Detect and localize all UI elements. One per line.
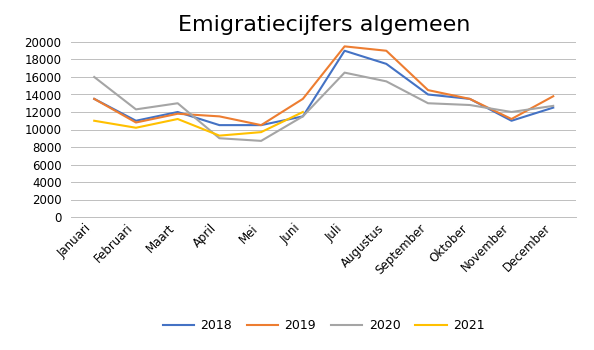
2018 (466, 97, 473, 101)
2020 (425, 101, 432, 105)
2020 (383, 79, 390, 84)
2020 (216, 136, 223, 140)
2018 (383, 62, 390, 66)
2018 (174, 110, 181, 114)
2020 (466, 103, 473, 107)
2021 (174, 117, 181, 121)
2019 (549, 94, 557, 98)
2018 (341, 49, 348, 53)
2020 (508, 110, 515, 114)
Title: Emigratiecijfers algemeen: Emigratiecijfers algemeen (178, 15, 470, 35)
Line: 2019: 2019 (94, 46, 553, 125)
2019 (91, 97, 98, 101)
2019 (341, 44, 348, 48)
2018 (299, 114, 307, 118)
2019 (466, 97, 473, 101)
2021 (299, 110, 307, 114)
2021 (216, 133, 223, 138)
2019 (132, 120, 140, 125)
2019 (258, 123, 265, 127)
2019 (299, 97, 307, 101)
2019 (216, 114, 223, 118)
2021 (258, 130, 265, 134)
Line: 2018: 2018 (94, 51, 553, 125)
2020 (132, 107, 140, 111)
Line: 2021: 2021 (94, 112, 303, 135)
2021 (91, 119, 98, 123)
2018 (258, 123, 265, 127)
2018 (91, 97, 98, 101)
2020 (91, 75, 98, 79)
2018 (549, 106, 557, 110)
2018 (508, 119, 515, 123)
2020 (341, 71, 348, 75)
2020 (299, 114, 307, 118)
2018 (216, 123, 223, 127)
2018 (425, 92, 432, 97)
2019 (425, 88, 432, 92)
Line: 2020: 2020 (94, 73, 553, 141)
2020 (549, 104, 557, 108)
2020 (258, 139, 265, 143)
2019 (174, 112, 181, 116)
2018 (132, 119, 140, 123)
Legend: 2018, 2019, 2020, 2021: 2018, 2019, 2020, 2021 (158, 314, 489, 337)
2020 (174, 101, 181, 105)
2019 (383, 49, 390, 53)
2021 (132, 126, 140, 130)
2019 (508, 117, 515, 121)
